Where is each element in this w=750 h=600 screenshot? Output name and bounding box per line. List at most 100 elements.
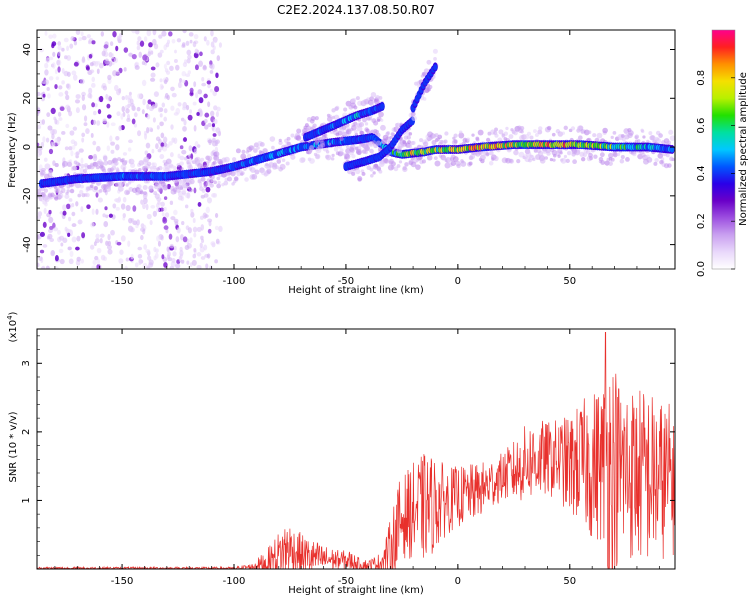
ridge-halo-point	[235, 148, 241, 154]
ridge-halo-point	[216, 176, 221, 181]
ridge-halo-point	[610, 157, 615, 162]
noise-speckle	[210, 49, 215, 55]
ridge-halo-point	[89, 184, 94, 188]
ridge-halo-point	[587, 130, 592, 135]
noise-speckle	[89, 244, 95, 250]
ridge-halo-point	[567, 151, 571, 155]
noise-speckle	[131, 30, 137, 34]
noise-speckle	[199, 51, 203, 57]
noise-speckle	[95, 233, 100, 239]
noise-speckle	[186, 260, 190, 265]
ridge-halo-point	[251, 173, 258, 180]
noise-speckle	[73, 40, 78, 46]
ridge-halo-point	[404, 162, 409, 167]
noise-speckle	[180, 259, 185, 264]
noise-speckle	[145, 203, 149, 211]
ridge-halo-point	[660, 157, 665, 161]
noise-speckle	[37, 234, 40, 240]
noise-speckle	[140, 199, 144, 205]
noise-speckle	[40, 141, 45, 148]
noise-speckle	[107, 114, 112, 119]
noise-speckle	[200, 256, 206, 260]
ridge-halo-point	[350, 127, 354, 132]
noise-speckle	[131, 105, 136, 112]
ridge-halo-point	[95, 164, 101, 170]
noise-speckle	[106, 145, 111, 152]
noise-speckle	[97, 258, 100, 265]
ridge-halo-point	[357, 176, 363, 182]
noise-speckle	[71, 145, 76, 150]
noise-speckle	[39, 231, 45, 237]
ridge-halo-point	[54, 163, 59, 168]
ridge-halo-point	[378, 111, 384, 118]
ridge-halo-point	[128, 158, 135, 165]
noise-speckle	[109, 41, 114, 47]
noise-speckle	[193, 148, 198, 155]
noise-speckle	[170, 124, 174, 130]
ridge-halo-point	[578, 135, 583, 141]
ridge-halo-point	[612, 151, 618, 156]
noise-speckle	[65, 203, 71, 210]
ridge-halo-point	[331, 153, 335, 158]
noise-speckle	[57, 45, 62, 51]
noise-speckle	[107, 233, 111, 241]
x-tick-label: -50	[338, 576, 354, 587]
noise-speckle	[182, 125, 187, 132]
ridge-halo-point	[69, 188, 75, 194]
ridge-halo-point	[286, 136, 291, 141]
noise-speckle	[119, 249, 124, 255]
noise-speckle	[183, 137, 188, 142]
noise-speckle	[118, 258, 124, 264]
noise-speckle	[170, 216, 176, 221]
ridge-halo-point	[187, 158, 193, 163]
noise-speckle	[93, 241, 97, 247]
ridge-halo-point	[437, 134, 443, 140]
noise-speckle	[128, 217, 133, 224]
x-tick-label: -150	[111, 276, 134, 287]
ridge-halo-point	[355, 96, 360, 101]
noise-speckle	[189, 237, 193, 244]
noise-speckle	[173, 245, 177, 251]
ridge-halo-point	[369, 167, 374, 172]
noise-speckle	[190, 208, 194, 214]
noise-speckle	[203, 193, 209, 198]
noise-speckle	[204, 112, 210, 118]
noise-speckle	[124, 265, 128, 269]
x-tick-label: 0	[455, 576, 461, 587]
ridge-halo-point	[421, 159, 426, 164]
noise-speckle	[52, 128, 58, 135]
ridge-halo-point	[422, 141, 429, 147]
noise-speckle	[100, 31, 105, 37]
ridge-halo-point	[370, 91, 377, 98]
noise-speckle	[102, 213, 106, 218]
noise-speckle	[61, 131, 66, 135]
ridge-halo-point	[66, 161, 73, 168]
noise-speckle	[79, 78, 85, 85]
ridge-halo-point	[114, 161, 119, 166]
ridge-halo-point	[250, 145, 255, 150]
noise-speckle	[63, 37, 69, 43]
noise-speckle	[183, 119, 187, 126]
x-tick-label: 50	[563, 576, 576, 587]
ridge-halo-point	[458, 132, 465, 139]
noise-speckle	[173, 112, 179, 116]
noise-speckle	[44, 79, 49, 85]
ridge-halo-point	[533, 129, 537, 134]
ridge-halo-point	[346, 145, 350, 149]
noise-speckle	[161, 212, 165, 217]
ridge-halo-point	[259, 141, 265, 147]
noise-speckle	[173, 218, 179, 223]
colorbar-tick-label: 0.0	[696, 261, 707, 277]
noise-speckle	[181, 149, 187, 155]
colorbar: 0.0 0.2 0.4 0.6 0.8 Normalized spectral ampl…	[696, 29, 749, 277]
noise-speckle	[177, 82, 183, 89]
noise-speckle	[169, 200, 174, 206]
noise-speckle	[168, 233, 173, 240]
noise-speckle	[205, 263, 209, 269]
ridge-halo-point	[176, 163, 181, 167]
noise-speckle	[70, 150, 74, 157]
noise-speckle	[155, 143, 159, 150]
noise-speckle	[209, 69, 214, 74]
noise-speckle	[145, 142, 151, 149]
noise-speckle	[150, 204, 156, 209]
